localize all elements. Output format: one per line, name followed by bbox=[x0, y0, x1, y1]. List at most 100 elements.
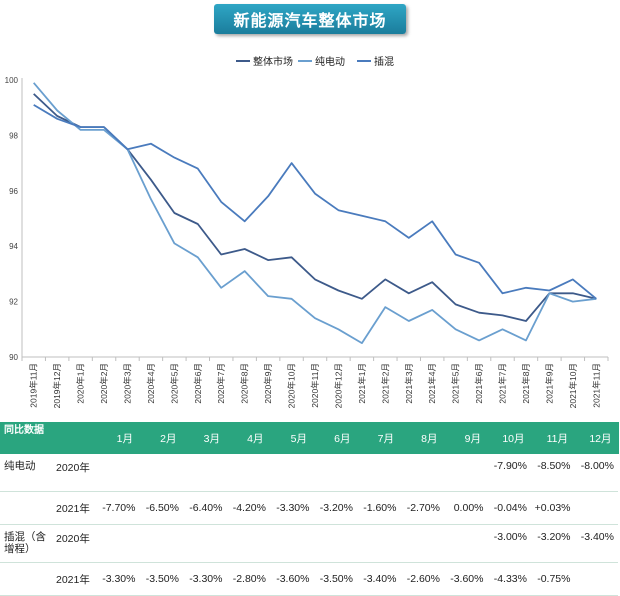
table-cell: -3.40% bbox=[357, 562, 401, 596]
table-cell: -4.33% bbox=[487, 562, 531, 596]
table-cell: -1.60% bbox=[357, 491, 401, 525]
table-cell bbox=[357, 454, 401, 492]
x-axis-labels: 2019年11月 2019年12月 2020年1月 2020年2月 2020年3月 202… bbox=[29, 363, 602, 408]
table-cell: -2.80% bbox=[226, 562, 270, 596]
x-tick-label: 2020年10月 bbox=[287, 363, 297, 408]
table-row: 插混（含增程） 2020年 -3.00% -3.20% -3.40% bbox=[0, 524, 618, 563]
x-tick-label: 2021年1月 bbox=[357, 363, 367, 404]
table-cell bbox=[270, 454, 314, 492]
yoy-table: 同比数据 1月 2月 3月 4月 5月 6月 7月 8月 9月 10月 11月 12月 纯电动 2020… bbox=[0, 422, 619, 596]
table-row: 2021年 -7.70% -6.50% -6.40% -4.20% -3.30% -3.20… bbox=[0, 491, 618, 525]
table-month-header: 12月 bbox=[574, 422, 619, 454]
row-category bbox=[0, 491, 54, 525]
table-cell bbox=[313, 454, 357, 492]
table-cell bbox=[400, 524, 444, 563]
table-month-header: 1月 bbox=[96, 422, 140, 454]
x-tick-label: 2021年7月 bbox=[498, 363, 508, 404]
row-year: 2020年 bbox=[54, 524, 96, 563]
x-tick-label: 2020年11月 bbox=[310, 363, 320, 408]
table-cell bbox=[444, 454, 488, 492]
table-header-row: 同比数据 1月 2月 3月 4月 5月 6月 7月 8月 9月 10月 11月 12月 bbox=[0, 422, 619, 454]
x-tick-label: 2020年1月 bbox=[76, 363, 86, 404]
table-corner-header: 同比数据 bbox=[0, 422, 55, 454]
y-tick-label: 92 bbox=[9, 298, 18, 307]
row-category: 插混（含增程） bbox=[0, 524, 54, 563]
table-cell bbox=[183, 524, 227, 563]
x-tick-label: 2021年11月 bbox=[591, 363, 601, 408]
table-cell: -6.50% bbox=[139, 491, 183, 525]
x-tick-label: 2021年5月 bbox=[451, 363, 461, 404]
legend: 整体市场 纯电动 插混 bbox=[236, 55, 394, 68]
table-cell: -8.00% bbox=[574, 454, 618, 492]
table-month-header: 4月 bbox=[226, 422, 271, 454]
axes: 90 92 94 96 98 100 bbox=[5, 76, 609, 362]
row-year: 2021年 bbox=[54, 491, 96, 525]
legend-label: 纯电动 bbox=[315, 55, 345, 68]
table-month-header: 9月 bbox=[444, 422, 488, 454]
table-cell: -3.50% bbox=[139, 562, 183, 596]
x-tick-label: 2020年6月 bbox=[193, 363, 203, 404]
table-cell: -3.60% bbox=[270, 562, 314, 596]
table-cell: -4.20% bbox=[226, 491, 270, 525]
x-tick-label: 2019年12月 bbox=[52, 363, 62, 408]
table-cell: -6.40% bbox=[183, 491, 227, 525]
table-cell: -3.60% bbox=[444, 562, 488, 596]
table-month-header: 7月 bbox=[357, 422, 401, 454]
x-tick-label: 2020年8月 bbox=[240, 363, 250, 404]
x-tick-label: 2021年8月 bbox=[521, 363, 531, 404]
y-tick-label: 94 bbox=[9, 242, 18, 251]
table-cell bbox=[400, 454, 444, 492]
row-category bbox=[0, 562, 54, 596]
table-cell: -7.90% bbox=[487, 454, 531, 492]
table-cell bbox=[357, 524, 401, 563]
y-tick-label: 98 bbox=[9, 131, 18, 140]
row-year: 2020年 bbox=[54, 454, 96, 492]
table-cell: -3.20% bbox=[313, 491, 357, 525]
table-cell: 0.00% bbox=[444, 491, 488, 525]
x-tick-label: 2020年4月 bbox=[146, 363, 156, 404]
yoy-table-container: 同比数据 1月 2月 3月 4月 5月 6月 7月 8月 9月 10月 11月 12月 纯电动 2020… bbox=[0, 422, 620, 596]
table-row: 纯电动 2020年 -7.90% -8.50% -8.00% bbox=[0, 454, 618, 492]
series-line-1 bbox=[33, 82, 597, 345]
x-tick-label: 2020年9月 bbox=[263, 363, 273, 404]
y-tick-label: 96 bbox=[9, 187, 18, 196]
table-cell bbox=[96, 524, 140, 563]
table-cell: -2.70% bbox=[400, 491, 444, 525]
x-tick-label: 2021年9月 bbox=[544, 363, 554, 404]
table-cell: -3.30% bbox=[96, 562, 140, 596]
table-cell bbox=[139, 524, 183, 563]
x-tick-label: 2021年4月 bbox=[427, 363, 437, 404]
table-month-header: 5月 bbox=[270, 422, 314, 454]
table-month-header: 6月 bbox=[313, 422, 358, 454]
x-tick-label: 2021年3月 bbox=[404, 363, 414, 404]
x-tick-label: 2020年7月 bbox=[216, 363, 226, 404]
y-tick-label: 100 bbox=[5, 76, 19, 85]
table-month-header: 11月 bbox=[531, 422, 575, 454]
table-header-spacer bbox=[54, 422, 97, 454]
line-chart: 整体市场 纯电动 插混 90 92 94 96 98 100 2019年11月 2019年12月… bbox=[5, 55, 609, 408]
table-month-header: 8月 bbox=[400, 422, 445, 454]
table-cell: -3.00% bbox=[487, 524, 531, 563]
table-cell: -0.75% bbox=[531, 562, 575, 596]
table-cell bbox=[313, 524, 357, 563]
x-tick-label: 2021年2月 bbox=[380, 363, 390, 404]
row-year: 2021年 bbox=[54, 562, 96, 596]
table-cell: -0.04% bbox=[487, 491, 531, 525]
table-month-header: 3月 bbox=[183, 422, 227, 454]
legend-label: 整体市场 bbox=[253, 55, 293, 68]
table-cell bbox=[183, 454, 227, 492]
table-cell: -3.30% bbox=[183, 562, 227, 596]
x-tick-label: 2019年11月 bbox=[29, 363, 39, 408]
table-cell: -3.20% bbox=[531, 524, 575, 563]
x-tick-label: 2021年6月 bbox=[474, 363, 484, 404]
table-month-header: 2月 bbox=[139, 422, 184, 454]
table-cell bbox=[574, 562, 618, 596]
table-cell bbox=[270, 524, 314, 563]
table-cell: -7.70% bbox=[96, 491, 140, 525]
table-cell: +0.03% bbox=[531, 491, 575, 525]
table-cell: -3.40% bbox=[574, 524, 618, 563]
x-tick-label: 2020年5月 bbox=[169, 363, 179, 404]
x-tick-label: 2020年12月 bbox=[333, 363, 343, 408]
table-cell: -3.30% bbox=[270, 491, 314, 525]
table-cell bbox=[139, 454, 183, 492]
